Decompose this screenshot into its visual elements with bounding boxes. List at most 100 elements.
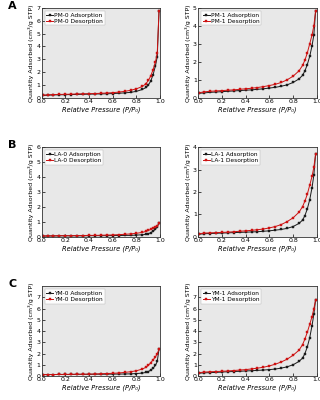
LA-1 Adsorption [312, 173, 316, 178]
PM-0 Adsorption [151, 72, 155, 77]
YM-1 Adsorption [285, 364, 289, 369]
LA-1 Desorption [303, 198, 307, 203]
PM-1 Desorption [244, 86, 248, 91]
Y-axis label: Quantity Adsorbed (cm³/g STP): Quantity Adsorbed (cm³/g STP) [28, 4, 34, 102]
PM-1 Desorption [208, 89, 212, 94]
PM-0 Adsorption [157, 8, 161, 13]
PM-0 Adsorption [147, 82, 150, 87]
LA-0 Desorption [144, 229, 148, 234]
PM-0 Adsorption [117, 91, 121, 96]
YM-1 Desorption [220, 369, 224, 374]
Line: PM-1 Desorption: PM-1 Desorption [198, 10, 317, 94]
YM-1 Adsorption [291, 362, 295, 367]
YM-1 Adsorption [301, 356, 305, 360]
PM-1 Adsorption [308, 54, 312, 59]
PM-0 Desorption [129, 88, 132, 93]
PM-0 Adsorption [129, 90, 132, 95]
Line: LA-0 Desorption: LA-0 Desorption [42, 222, 160, 237]
PM-0 Desorption [157, 8, 161, 13]
YM-0 Adsorption [81, 372, 85, 377]
YM-1 Desorption [214, 369, 218, 374]
PM-0 Desorption [58, 92, 61, 97]
YM-1 Adsorption [314, 297, 317, 302]
LA-1 Adsorption [291, 224, 295, 229]
YM-0 Adsorption [149, 368, 153, 372]
LA-1 Desorption [273, 224, 277, 229]
Legend: LA-0 Adsorption, LA-0 Desorption: LA-0 Adsorption, LA-0 Desorption [44, 150, 103, 164]
PM-0 Desorption [105, 91, 109, 96]
LA-0 Adsorption [69, 234, 73, 238]
PM-0 Adsorption [75, 92, 79, 97]
LA-0 Adsorption [87, 233, 91, 238]
YM-0 Adsorption [123, 372, 126, 376]
PM-1 Adsorption [314, 8, 317, 13]
PM-0 Adsorption [69, 92, 73, 97]
LA-0 Adsorption [123, 233, 126, 238]
LA-0 Desorption [41, 234, 45, 238]
LA-1 Adsorption [261, 229, 265, 234]
LA-1 Adsorption [250, 230, 253, 234]
LA-0 Desorption [151, 226, 155, 231]
YM-1 Desorption [238, 368, 242, 372]
Text: A: A [8, 1, 17, 11]
PM-0 Adsorption [140, 87, 144, 92]
LA-1 Desorption [279, 222, 283, 227]
LA-0 Adsorption [144, 232, 148, 237]
LA-1 Desorption [250, 228, 253, 233]
YM-0 Desorption [69, 372, 73, 377]
YM-0 Desorption [151, 357, 155, 362]
YM-0 Adsorption [117, 372, 121, 376]
YM-1 Desorption [308, 322, 312, 327]
LA-1 Adsorption [273, 228, 277, 232]
PM-1 Desorption [261, 84, 265, 89]
YM-1 Adsorption [268, 367, 271, 372]
YM-0 Adsorption [87, 372, 91, 377]
YM-0 Adsorption [147, 369, 150, 374]
YM-1 Adsorption [256, 368, 260, 373]
PM-0 Adsorption [46, 93, 50, 98]
PM-1 Adsorption [244, 88, 248, 93]
YM-0 Adsorption [129, 372, 132, 376]
YM-0 Desorption [149, 360, 153, 365]
YM-1 Adsorption [279, 366, 283, 370]
PM-0 Adsorption [41, 93, 45, 98]
PM-1 Desorption [310, 32, 314, 37]
LA-0 Desorption [75, 233, 79, 238]
PM-1 Adsorption [268, 86, 271, 90]
LA-1 Desorption [285, 219, 289, 224]
LA-0 Desorption [140, 230, 144, 235]
LA-1 Desorption [238, 229, 242, 234]
PM-1 Adsorption [312, 32, 316, 37]
LA-0 Adsorption [99, 233, 103, 238]
PM-0 Desorption [155, 50, 159, 55]
PM-0 Adsorption [58, 92, 61, 97]
YM-0 Desorption [157, 347, 161, 352]
LA-1 Desorption [305, 192, 309, 197]
LA-1 Adsorption [197, 232, 201, 236]
PM-0 Desorption [147, 78, 150, 83]
YM-0 Adsorption [111, 372, 115, 376]
LA-0 Desorption [129, 232, 132, 236]
LA-1 Desorption [226, 230, 230, 234]
PM-1 Adsorption [297, 76, 301, 81]
PM-1 Desorption [238, 87, 242, 92]
LA-0 Desorption [135, 231, 139, 236]
YM-0 Adsorption [135, 371, 139, 376]
LA-1 Desorption [312, 165, 316, 170]
Y-axis label: Quantity Adsorbed (cm³/g STP): Quantity Adsorbed (cm³/g STP) [28, 282, 34, 380]
PM-1 Desorption [232, 88, 236, 92]
YM-1 Desorption [303, 336, 307, 341]
Line: LA-1 Desorption: LA-1 Desorption [198, 153, 317, 235]
PM-1 Desorption [214, 88, 218, 93]
YM-1 Adsorption [244, 368, 248, 373]
PM-1 Adsorption [214, 90, 218, 94]
YM-1 Desorption [312, 306, 316, 311]
LA-1 Adsorption [208, 231, 212, 236]
LA-1 Desorption [310, 174, 314, 179]
LA-0 Adsorption [151, 229, 155, 234]
LA-0 Adsorption [155, 224, 159, 229]
PM-0 Desorption [99, 91, 103, 96]
YM-0 Desorption [144, 365, 148, 370]
LA-0 Adsorption [52, 234, 55, 238]
LA-1 Adsorption [305, 206, 309, 211]
